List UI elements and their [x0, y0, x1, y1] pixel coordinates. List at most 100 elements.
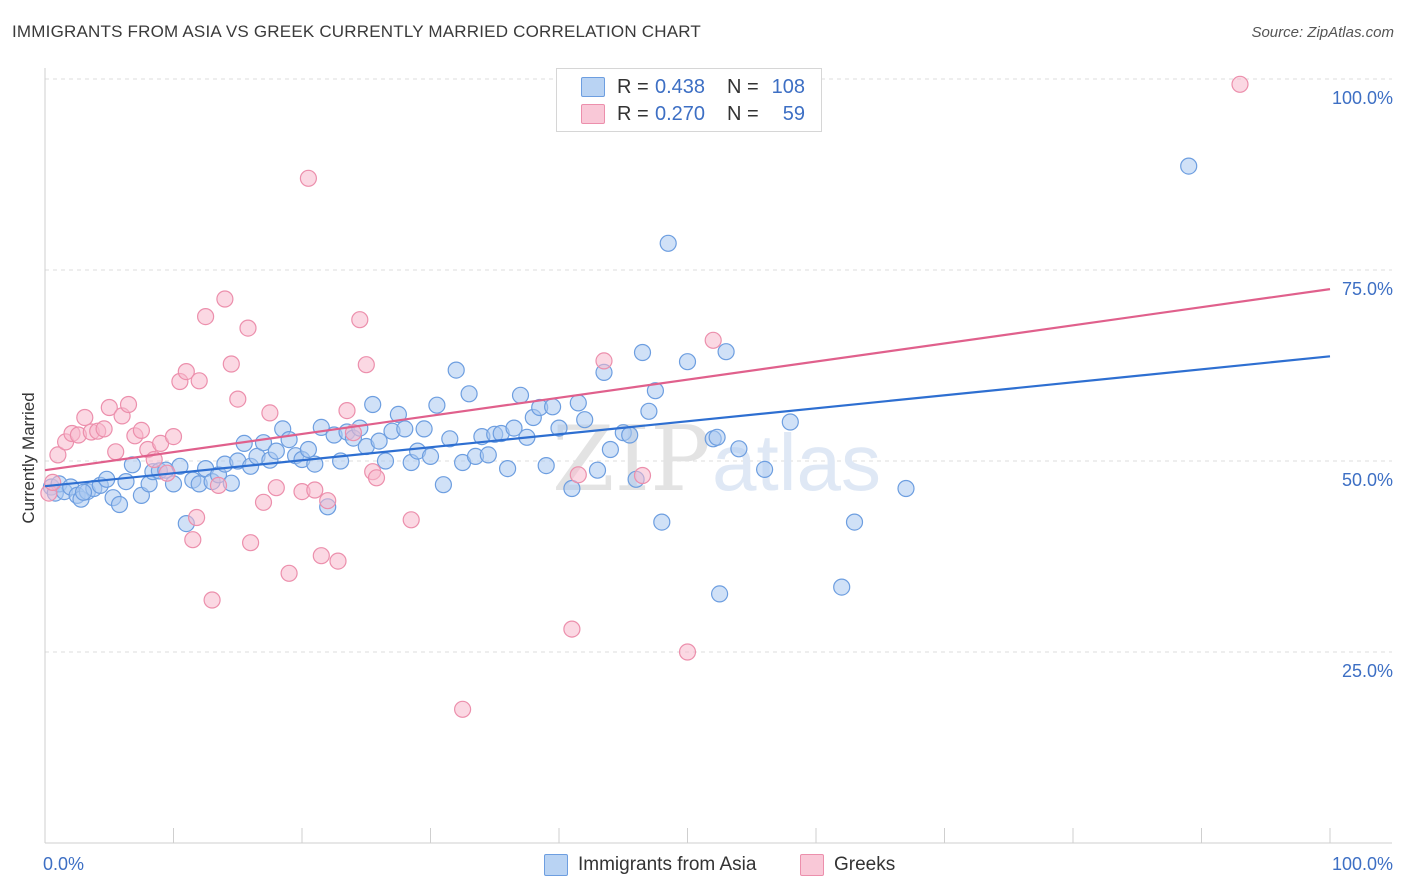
greeks-point — [569, 466, 587, 484]
asia-point — [537, 457, 555, 475]
asia-point — [421, 447, 440, 465]
asia-point — [845, 513, 864, 531]
asia-point — [588, 461, 607, 479]
asia-point — [1180, 157, 1198, 175]
greeks-point — [188, 508, 206, 527]
greeks-point — [563, 620, 581, 638]
greeks-point — [229, 390, 247, 408]
greeks-point — [209, 476, 228, 494]
y-tick-label: 50.0% — [1342, 470, 1393, 490]
asia-point — [415, 420, 433, 438]
greeks-point — [76, 408, 94, 427]
asia-point — [621, 426, 639, 444]
asia-point — [653, 513, 671, 531]
asia-point — [74, 483, 93, 501]
asia-point — [543, 398, 562, 416]
y-tick-labels: 25.0% 50.0% 75.0% 100.0% — [1332, 88, 1393, 681]
asia-point — [434, 476, 452, 494]
asia-point — [730, 440, 748, 458]
greeks-point — [132, 421, 150, 439]
asia-point — [299, 440, 317, 459]
greeks-point — [177, 363, 195, 381]
legend-label-greeks: Greeks — [834, 854, 896, 875]
asia-point — [717, 343, 735, 361]
y-axis-label: Currently Married — [19, 392, 38, 523]
asia-point — [505, 419, 523, 437]
asia-point — [396, 420, 414, 438]
asia-point — [640, 402, 658, 420]
greeks-point — [344, 424, 362, 442]
x-tick-label-min: 0.0% — [43, 854, 84, 874]
greeks-point — [329, 552, 347, 570]
greeks-point — [402, 511, 420, 529]
greeks-point — [203, 591, 221, 609]
asia-point — [781, 413, 799, 431]
asia-trendline — [44, 355, 1331, 488]
watermark-atlas: atlas — [712, 418, 881, 507]
greeks-point — [95, 420, 113, 438]
greeks-point — [312, 547, 330, 565]
stats-legend: R = 0.438 N = 108 R = 0.270 N = 59 — [556, 68, 822, 132]
asia-point — [897, 479, 915, 498]
greeks-legend-swatch — [800, 854, 824, 876]
y-tick-label: 25.0% — [1342, 661, 1393, 681]
stats-row-greeks: R = 0.270 N = 59 — [581, 101, 805, 127]
legend-item-asia[interactable]: Immigrants from Asia — [544, 852, 756, 878]
asia-point — [833, 578, 851, 596]
source-label: Source: ZipAtlas.com — [1251, 24, 1394, 41]
stats-row-asia: R = 0.438 N = 108 — [581, 74, 805, 100]
asia-point — [710, 585, 729, 603]
asia-point — [708, 428, 726, 446]
asia-point — [659, 234, 677, 252]
greeks-point — [299, 169, 317, 187]
r-value: 0.438 — [655, 75, 706, 98]
greeks-point — [254, 493, 273, 511]
watermark: ZIP atlas — [552, 407, 881, 512]
asia-point — [267, 442, 285, 460]
greeks-point — [222, 355, 240, 373]
greeks-point — [267, 479, 285, 497]
n-value: 59 — [782, 102, 805, 125]
greeks-point — [306, 481, 324, 499]
greeks-point — [357, 356, 375, 374]
asia-point — [428, 396, 446, 414]
greeks-point — [44, 473, 62, 491]
series-legend: Immigrants from Asia Greeks — [0, 852, 1406, 878]
x-tick-labels: 0.0% 100.0% — [43, 854, 1393, 874]
asia-point — [569, 394, 587, 412]
greeks-point — [190, 372, 208, 390]
greeks-point — [678, 643, 697, 661]
greeks-point — [454, 700, 472, 718]
axes — [44, 68, 1392, 844]
greeks-point — [319, 492, 337, 510]
greeks-point — [633, 466, 652, 485]
asia-point — [576, 411, 594, 429]
legend-item-greeks[interactable]: Greeks — [800, 852, 895, 878]
watermark-zip: ZIP — [552, 407, 711, 512]
chart-title: IMMIGRANTS FROM ASIA VS GREEK CURRENTLY … — [12, 22, 701, 41]
greeks-point — [107, 443, 125, 461]
asia-legend-swatch — [544, 854, 568, 876]
greeks-point — [351, 311, 369, 329]
greeks-trendline — [44, 288, 1331, 472]
greeks-point — [100, 398, 118, 417]
asia-point — [389, 405, 407, 423]
greeks-point — [367, 469, 386, 487]
greeks-point — [261, 404, 279, 422]
asia-point — [646, 382, 665, 400]
n-value: 108 — [771, 75, 805, 98]
greeks-point — [216, 290, 234, 308]
y-tick-label: 75.0% — [1342, 279, 1393, 299]
trendlines — [44, 288, 1331, 488]
asia-point — [110, 495, 129, 514]
asia-point — [364, 395, 382, 414]
series-immigrants-from-asia — [42, 157, 1198, 603]
asia-point — [447, 361, 465, 379]
asia-point — [479, 446, 497, 464]
asia-point — [755, 460, 774, 478]
asia-point — [376, 452, 395, 470]
asia-point — [460, 385, 478, 403]
greeks-point — [197, 308, 215, 326]
n-label: N = — [727, 102, 759, 125]
